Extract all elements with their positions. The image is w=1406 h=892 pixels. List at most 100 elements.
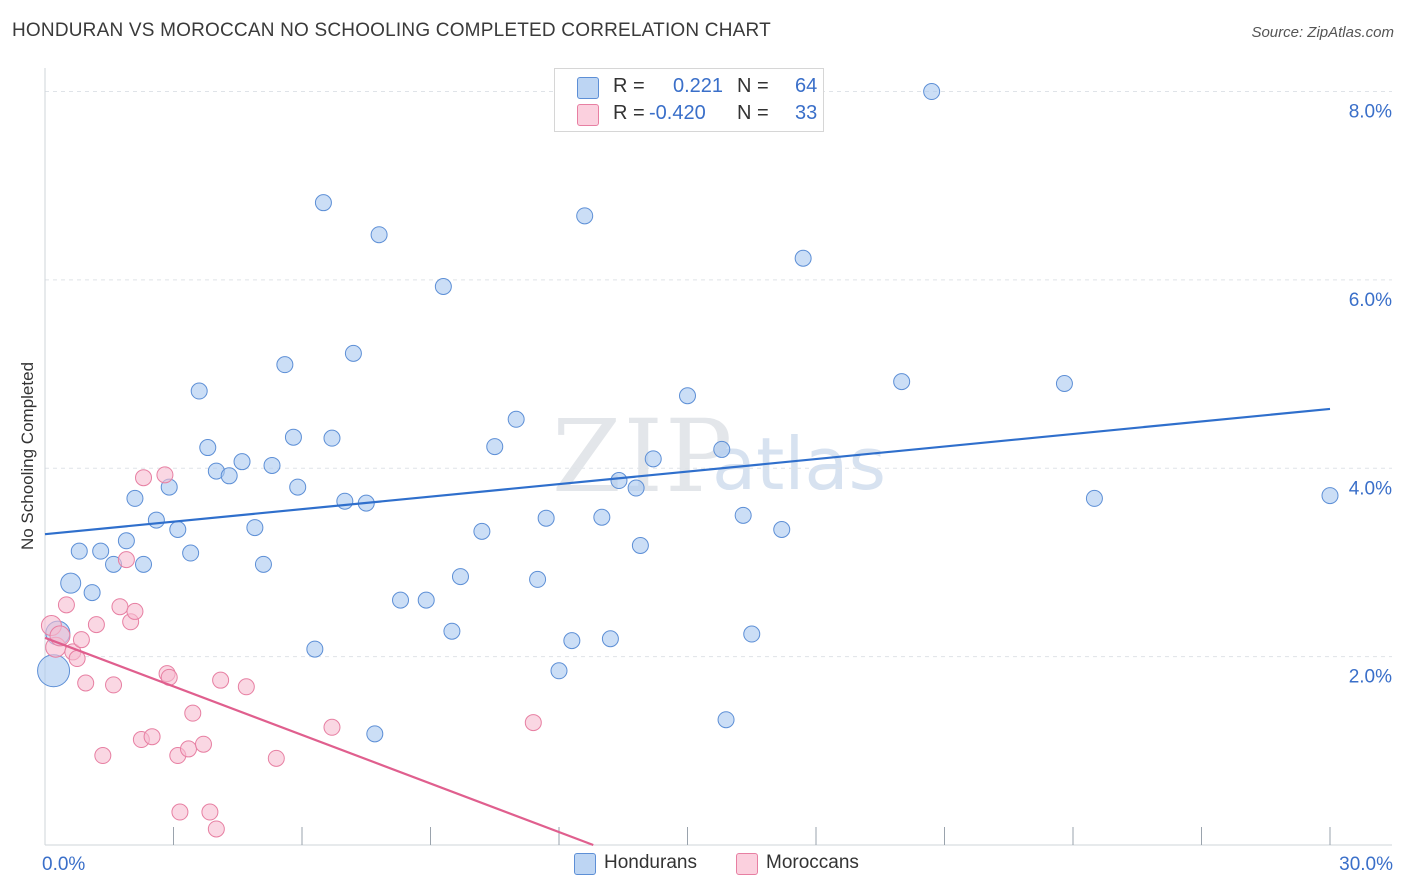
moroccan-point <box>171 803 189 821</box>
bottom-legend-label: Moroccans <box>766 852 859 873</box>
moroccan-point <box>72 631 90 649</box>
honduran-point <box>92 542 110 560</box>
honduran-point <box>135 555 153 573</box>
honduran-point <box>254 555 272 573</box>
honduran-point <box>314 194 332 212</box>
honduran-point <box>743 625 761 643</box>
moroccan-point <box>117 551 135 569</box>
honduran-point <box>344 344 362 362</box>
moroccan-point <box>135 469 153 487</box>
bottom-legend-swatch-hondurans <box>574 853 596 875</box>
honduran-point <box>593 508 611 526</box>
honduran-point <box>486 438 504 456</box>
honduran-point <box>443 622 461 640</box>
honduran-point <box>923 83 941 101</box>
moroccan-point <box>105 676 123 694</box>
x-tick-label: 0.0% <box>42 854 85 875</box>
watermark-atlas: atlas <box>712 422 886 506</box>
honduran-trend-line <box>44 407 1331 536</box>
moroccan-point <box>179 740 197 758</box>
moroccan-point <box>524 714 542 732</box>
honduran-point <box>284 428 302 446</box>
honduran-point <box>323 429 341 447</box>
moroccan-point <box>126 602 144 620</box>
honduran-point <box>83 584 101 602</box>
moroccan-point <box>194 735 212 753</box>
moroccan-trend-line <box>44 636 594 847</box>
honduran-point <box>734 506 752 524</box>
y-tick-label: 8.0% <box>1349 102 1392 123</box>
honduran-point <box>70 542 88 560</box>
moroccan-point <box>323 718 341 736</box>
honduran-point <box>392 591 410 609</box>
honduran-point <box>117 532 135 550</box>
legend-n-value: 33 <box>795 102 818 124</box>
honduran-point <box>276 356 294 374</box>
source-label: Source: ZipAtlas.com <box>1251 24 1394 41</box>
honduran-point <box>434 278 452 296</box>
honduran-point <box>773 520 791 538</box>
honduran-point <box>563 632 581 650</box>
moroccan-point <box>94 747 112 765</box>
honduran-point <box>537 509 555 527</box>
y-axis-label: No Schooling Completed <box>18 361 37 551</box>
honduran-point <box>451 568 469 586</box>
honduran-point <box>679 387 696 405</box>
honduran-point <box>370 226 388 244</box>
honduran-point <box>794 249 812 267</box>
moroccan-point <box>156 466 174 484</box>
honduran-point <box>529 570 547 588</box>
honduran-point <box>610 472 628 490</box>
honduran-point <box>126 489 144 507</box>
honduran-point <box>1085 489 1103 507</box>
moroccan-point <box>143 728 161 746</box>
honduran-point <box>60 572 82 594</box>
legend-r-label: R = <box>613 75 645 97</box>
legend-n-value: 64 <box>795 75 818 97</box>
honduran-point <box>473 522 491 540</box>
y-tick-label: 4.0% <box>1349 478 1392 499</box>
chart-title: HONDURAN VS MOROCCAN NO SCHOOLING COMPLE… <box>12 20 771 41</box>
honduran-point <box>289 478 307 496</box>
honduran-point <box>169 520 187 538</box>
honduran-point <box>550 662 568 680</box>
honduran-point <box>220 467 238 485</box>
correlation-legend: R = 0.221 N = 64 R = -0.420 N = 33 <box>554 68 824 132</box>
moroccan-point <box>201 803 219 821</box>
watermark-zip: ZIP <box>552 398 735 515</box>
honduran-point <box>631 537 649 555</box>
honduran-point <box>507 410 525 428</box>
honduran-point <box>233 453 251 471</box>
y-tick-label: 6.0% <box>1349 290 1392 311</box>
legend-r-label: R = <box>613 102 645 124</box>
moroccan-point <box>184 704 202 722</box>
honduran-point <box>627 479 645 497</box>
y-tick-label: 2.0% <box>1349 667 1392 688</box>
honduran-point <box>713 440 731 458</box>
honduran-point <box>190 382 208 400</box>
honduran-point <box>246 519 264 537</box>
honduran-point <box>263 456 281 474</box>
bottom-legend-swatch-moroccans <box>736 853 758 875</box>
honduran-point <box>1321 487 1339 505</box>
moroccan-point <box>267 749 285 767</box>
honduran-point <box>306 640 324 658</box>
honduran-point <box>576 207 594 225</box>
bottom-legend-label: Hondurans <box>604 852 697 873</box>
legend-swatch-hondurans <box>577 77 599 99</box>
moroccan-point <box>111 598 129 616</box>
legend-n-label: N = <box>737 102 769 124</box>
moroccan-point <box>212 671 230 689</box>
honduran-point <box>147 511 165 529</box>
honduran-point <box>893 373 911 391</box>
honduran-point <box>182 544 200 562</box>
honduran-point <box>717 711 735 729</box>
honduran-point <box>644 450 662 468</box>
honduran-point <box>601 630 619 648</box>
legend-r-value: 0.221 <box>673 75 724 97</box>
moroccan-point <box>57 596 75 614</box>
honduran-point <box>336 492 354 510</box>
moroccan-point <box>77 674 95 692</box>
honduran-point <box>1055 375 1073 393</box>
